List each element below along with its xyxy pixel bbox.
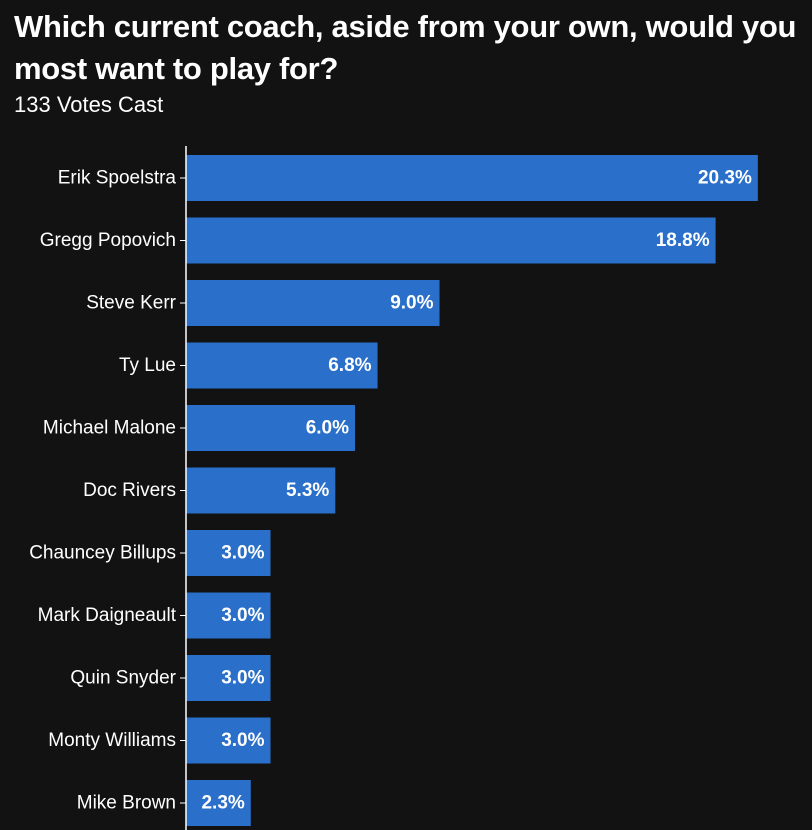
value-label-2: 9.0% [390, 293, 433, 314]
value-label-5: 5.3% [286, 480, 329, 501]
value-label-3: 6.8% [328, 355, 371, 376]
bar-7 [186, 592, 271, 639]
category-label-10: Mike Brown [77, 793, 176, 814]
category-label-0: Erik Spoelstra [58, 168, 177, 189]
category-label-4: Michael Malone [43, 418, 176, 439]
bars-layer [186, 155, 758, 826]
bar-10 [186, 780, 251, 826]
value-label-7: 3.0% [221, 605, 264, 626]
value-label-10: 2.3% [201, 793, 244, 814]
bar-6 [186, 530, 271, 576]
value-label-6: 3.0% [221, 543, 264, 564]
bar-8 [186, 655, 271, 701]
bar-2 [186, 280, 440, 326]
ticks-layer [180, 177, 186, 804]
value-label-4: 6.0% [306, 418, 349, 439]
category-label-2: Steve Kerr [86, 293, 176, 314]
category-label-9: Monty Williams [48, 730, 176, 751]
chart-subtitle: 133 Votes Cast [14, 92, 164, 117]
category-label-6: Chauncey Billups [29, 543, 176, 564]
value-label-8: 3.0% [221, 668, 264, 689]
category-label-1: Gregg Popovich [40, 230, 176, 251]
bar-5 [186, 467, 336, 514]
value-label-1: 18.8% [656, 230, 710, 251]
chart-title: Which current coach, aside from your own… [14, 9, 797, 86]
category-label-5: Doc Rivers [83, 480, 176, 501]
bar-0 [186, 155, 758, 201]
bar-3 [186, 342, 378, 389]
category-label-8: Quin Snyder [70, 668, 176, 689]
bar-9 [186, 717, 271, 764]
category-label-3: Ty Lue [119, 355, 176, 376]
value-labels: 20.3% 18.8% 9.0% 6.8% 6.0% 5.3% 3.0% 3.0% 3.0% 3.… [201, 168, 751, 814]
value-label-9: 3.0% [221, 730, 264, 751]
category-labels: Erik Spoelstra Gregg Popovich Steve Kerr Ty… [29, 168, 177, 814]
category-label-7: Mark Daigneault [38, 605, 177, 626]
bar-4 [186, 405, 356, 451]
bar-1 [186, 217, 716, 264]
value-label-0: 20.3% [698, 168, 752, 189]
